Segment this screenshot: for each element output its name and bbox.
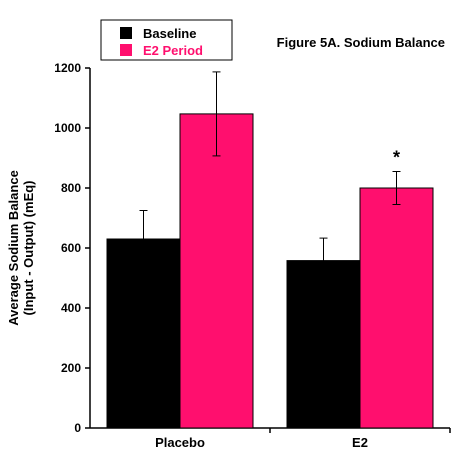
x-tick-label: Placebo (155, 435, 205, 450)
x-tick-label: E2 (352, 435, 368, 450)
y-tick-label: 1000 (54, 121, 81, 135)
legend-swatch (120, 27, 132, 39)
y-tick-label: 0 (74, 421, 81, 435)
significance-marker: * (393, 148, 400, 168)
y-tick-label: 600 (61, 241, 81, 255)
y-tick-label: 1200 (54, 61, 81, 75)
bar-e2-period (359, 187, 434, 429)
y-tick-label: 800 (61, 181, 81, 195)
bar-e2-period (179, 113, 254, 429)
legend-swatch (120, 44, 132, 56)
y-tick-label: 200 (61, 361, 81, 375)
y-tick-label: 400 (61, 301, 81, 315)
bar-baseline (286, 260, 361, 429)
y-axis-title: Average Sodium Balance (Input - Output) … (6, 170, 36, 326)
y-axis-title-line-2: (Input - Output) (mEq) (21, 180, 36, 315)
plot-area: 0 200 400 600 800 1000 1200 Placebo E2 * (54, 61, 451, 450)
legend: Baseline E2 Period (100, 19, 233, 61)
y-axis-title-line-1: Average Sodium Balance (6, 170, 21, 326)
bar-baseline (106, 238, 181, 429)
chart-title: Figure 5A. Sodium Balance (277, 35, 445, 50)
legend-label: E2 Period (143, 43, 203, 58)
legend-label: Baseline (143, 26, 196, 41)
